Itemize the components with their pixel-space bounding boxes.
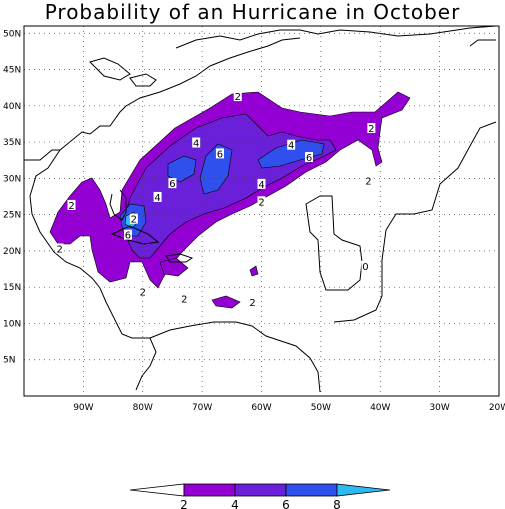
latitude-label: 50N xyxy=(3,29,21,39)
contour-label: 2 xyxy=(235,92,241,103)
longitude-label: 40W xyxy=(370,403,390,413)
contour-label-bg xyxy=(123,229,132,240)
contour-label: 6 xyxy=(217,149,223,160)
coastline-grid-edge xyxy=(469,39,496,47)
contour-label-bg xyxy=(67,199,76,210)
latitude-label: 10N xyxy=(3,319,21,329)
graticule-layer xyxy=(24,26,499,396)
longitude-label: 30W xyxy=(429,403,449,413)
contour-label: 0 xyxy=(362,262,368,273)
contour-label: 2 xyxy=(131,215,137,226)
contour-label: 4 xyxy=(193,139,199,150)
colorbar-tick-2: 2 xyxy=(180,498,188,509)
probability-fill-layer xyxy=(49,91,411,309)
colorbar-segment-below-2 xyxy=(129,483,185,497)
coastline-north-america xyxy=(24,37,301,161)
contour-label-bg xyxy=(248,297,257,308)
contour-label: 2 xyxy=(365,176,371,187)
contour-label: 6 xyxy=(306,153,312,164)
contour-label-bg xyxy=(367,123,376,134)
latitude-label: 20N xyxy=(3,247,21,257)
longitude-label: 70W xyxy=(192,403,212,413)
colorbar-tick-4: 4 xyxy=(231,498,239,509)
contour-label-bg xyxy=(361,260,370,271)
contour-label-bg xyxy=(55,243,64,254)
fill-level-6-east xyxy=(257,139,325,169)
colorbar-segment-6-8 xyxy=(285,483,338,497)
contour-label: 6 xyxy=(169,179,175,190)
contour-label-bg xyxy=(257,178,266,189)
contour-label-bg xyxy=(364,175,373,186)
contour-label-bg xyxy=(168,178,177,189)
longitude-label: 80W xyxy=(133,403,153,413)
colorbar-segment-4-6 xyxy=(234,483,287,497)
contour-label-bg xyxy=(215,148,224,159)
latitude-label: 30N xyxy=(3,174,21,184)
fill-level-2-small xyxy=(211,295,241,309)
coastline-florida xyxy=(109,189,127,221)
fill-level-6 xyxy=(167,155,197,183)
coastline-hispaniola xyxy=(165,253,194,263)
longitude-label: 50W xyxy=(311,403,331,413)
latitude-label: 40N xyxy=(3,102,21,112)
map-frame xyxy=(23,25,500,397)
contour-label-bg xyxy=(305,152,313,163)
coastline-cuba xyxy=(110,225,160,245)
contour-label-bg xyxy=(192,137,201,148)
longitude-label: 60W xyxy=(251,403,271,413)
contour-label: 2 xyxy=(68,201,74,212)
contour-label: 4 xyxy=(258,180,264,191)
coastline-great-lakes xyxy=(89,57,157,87)
coastline-layer xyxy=(24,25,497,393)
contour-label: 2 xyxy=(368,124,374,135)
colorbar-segment-above-8 xyxy=(336,483,391,497)
latitude-label: 35N xyxy=(3,138,21,148)
contour-label: 2 xyxy=(56,244,62,255)
contour-label-bg xyxy=(138,286,147,297)
latitude-label: 5N xyxy=(3,356,15,366)
coastline-africa xyxy=(333,121,497,323)
colorbar-tick-6: 6 xyxy=(282,498,290,509)
contour-label: 2 xyxy=(249,298,255,309)
contour-label-bg xyxy=(287,139,296,150)
fill-level-6-mid xyxy=(199,143,233,195)
colorbar-segment-2-4 xyxy=(183,483,236,497)
latitude-labels: 50N 45N 40N 35N 30N 25N 20N 15N 10N 5N xyxy=(3,29,21,365)
fill-level-2-dot xyxy=(249,265,259,277)
contour-label: 4 xyxy=(288,141,294,152)
contour-label: 6 xyxy=(125,231,131,242)
contour-label-bg xyxy=(257,196,266,207)
contour-label: 2 xyxy=(140,287,146,298)
fill-level-2-east-lobe xyxy=(159,257,189,277)
contour-label-bg xyxy=(129,213,138,224)
longitude-label: 20W xyxy=(489,403,505,413)
contour-label: 2 xyxy=(258,197,264,208)
coastline-south-america xyxy=(149,321,321,393)
contour-label: 2 xyxy=(181,295,187,306)
coastline-canada xyxy=(175,25,497,49)
colorbar: 2 4 6 8 xyxy=(129,483,391,509)
longitude-labels: 90W 80W 70W 60W 50W 40W 30W 20W xyxy=(73,403,505,413)
contour-label-bg xyxy=(180,293,189,304)
longitude-label: 90W xyxy=(73,403,93,413)
map-title: Probability of an Hurricane in October xyxy=(44,0,461,24)
colorbar-tick-8: 8 xyxy=(333,498,341,509)
contour-label-bg xyxy=(153,191,162,202)
contour-label: 4 xyxy=(154,193,160,204)
coastline-mid-atlantic-box xyxy=(305,195,363,291)
coastline-florida-gulf xyxy=(29,149,157,391)
contour-label-bg xyxy=(233,91,242,102)
latitude-label: 45N xyxy=(3,66,21,76)
latitude-label: 25N xyxy=(3,211,21,221)
latitude-label: 15N xyxy=(3,283,21,293)
